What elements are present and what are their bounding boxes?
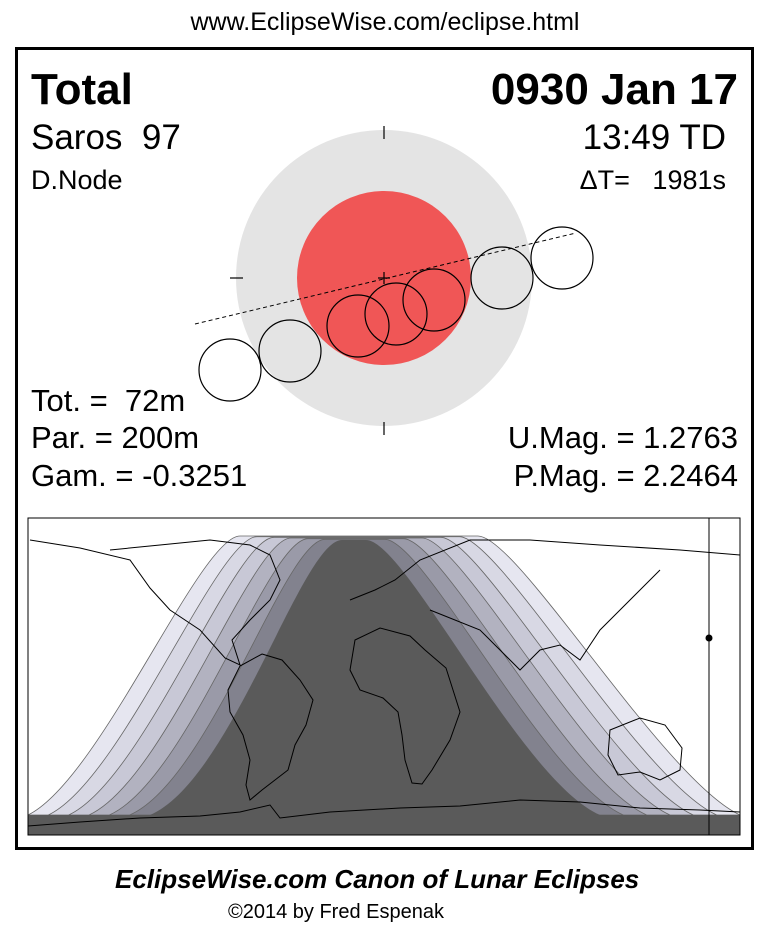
copyright: ©2014 by Fred Espenak: [228, 901, 444, 923]
penumbral-magnitude: P.Mag. = 2.2464: [513, 458, 738, 493]
delta-t: ΔT= 1981s: [579, 165, 726, 195]
totality-duration: Tot. = 72m: [31, 383, 186, 418]
td-time: 13:49 TD: [582, 118, 726, 157]
coast-antarctica: [27, 799, 741, 827]
url: www.EclipseWise.com/eclipse.html: [190, 8, 580, 36]
moon-position: [470, 246, 534, 310]
visibility-band: [150, 540, 600, 815]
eclipse-diagram: [194, 126, 594, 435]
map-border: [27, 517, 741, 836]
umbral-magnitude: U.Mag. = 1.2763: [507, 420, 738, 455]
moon-position: [198, 338, 262, 402]
eclipse-plate: [15, 47, 754, 850]
coast-south-america: [227, 653, 314, 801]
moon-position: [364, 282, 428, 346]
coast-north-america: [29, 539, 281, 666]
moon-position: [326, 294, 390, 358]
footer-title: EclipseWise.com Canon of Lunar Eclipses: [115, 864, 640, 894]
visibility-map: [27, 517, 741, 836]
moon-position: [402, 268, 466, 332]
eclipse-date: 0930 Jan 17: [490, 65, 738, 114]
moon-path-line: [194, 232, 577, 325]
moon-position: [258, 319, 322, 383]
node: D.Node: [31, 165, 123, 195]
saros: Saros 97: [31, 118, 181, 157]
coast-australia: [607, 717, 683, 781]
coast-eurasia: [349, 539, 741, 671]
eclipse-type: Total: [31, 65, 133, 114]
moon-position: [530, 226, 594, 290]
map-bottom-strip: [28, 815, 740, 835]
partial-duration: Par. = 200m: [31, 420, 200, 455]
coast-africa: [349, 627, 461, 785]
gamma: Gam. = -0.3251: [31, 458, 248, 493]
moon-zenith-dot: [705, 634, 713, 642]
